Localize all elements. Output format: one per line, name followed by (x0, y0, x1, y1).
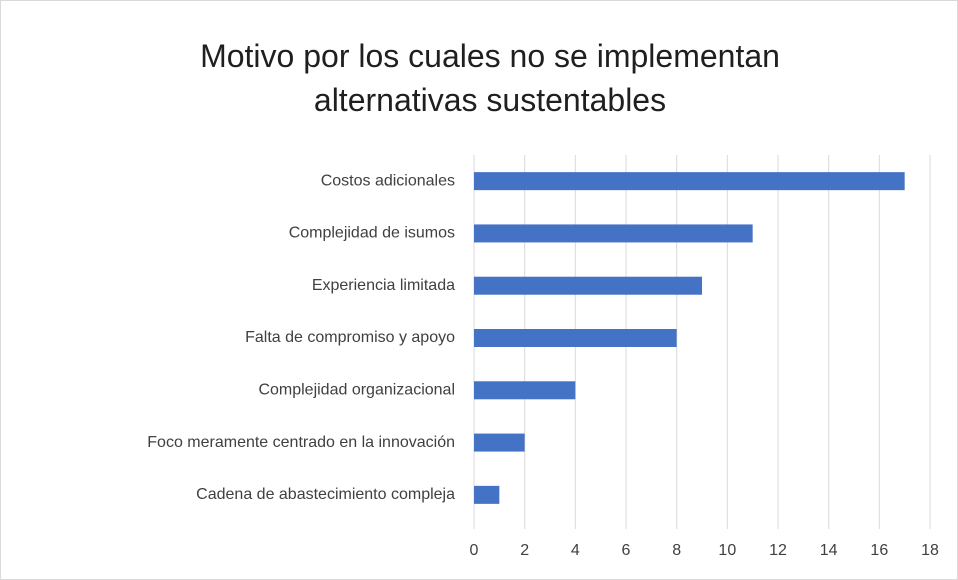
x-tick-label: 16 (870, 542, 888, 559)
bar (474, 381, 576, 400)
y-tick-label: Falta de compromiso y apoyo (245, 329, 455, 346)
x-tick-label: 6 (622, 542, 631, 559)
y-tick-label: Experiencia limitada (312, 277, 455, 294)
bar (474, 329, 677, 347)
x-tick-label: 12 (769, 542, 787, 559)
y-tick-label: Cadena de abastecimiento compleja (196, 486, 455, 503)
x-tick-label: 2 (520, 542, 529, 559)
y-tick-label: Complejidad de isumos (289, 225, 455, 242)
x-tick-label: 14 (820, 542, 838, 559)
bar (474, 485, 500, 504)
x-tick-label: 18 (921, 542, 939, 559)
y-tick-label: Foco meramente centrado en la innovación (147, 434, 455, 451)
bar (474, 224, 753, 243)
x-tick-label: 10 (718, 542, 736, 559)
bar (474, 172, 905, 191)
chart-title: Motivo por los cuales no se implementan … (200, 38, 780, 118)
y-tick-label: Costos adicionales (321, 172, 455, 189)
y-tick-label: Complejidad organizacional (258, 382, 455, 399)
x-tick-label: 8 (672, 542, 681, 559)
bar (474, 276, 702, 295)
x-tick-label: 4 (571, 542, 580, 559)
bar (474, 433, 525, 452)
x-tick-label: 0 (470, 542, 479, 559)
